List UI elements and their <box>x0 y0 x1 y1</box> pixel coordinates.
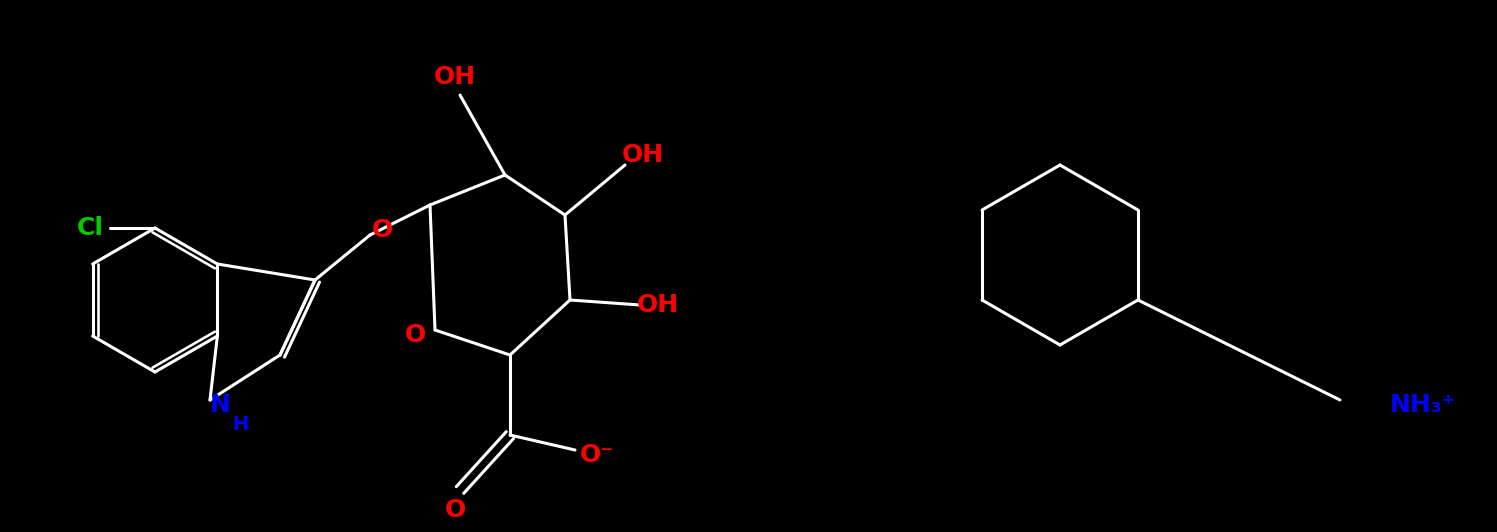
Text: OH: OH <box>621 143 665 167</box>
Text: OH: OH <box>636 293 680 317</box>
Text: OH: OH <box>434 65 476 89</box>
Text: N: N <box>210 393 231 417</box>
Text: H: H <box>232 415 249 435</box>
Text: Cl: Cl <box>76 216 103 240</box>
Text: O: O <box>371 218 392 242</box>
Text: NH₃⁺: NH₃⁺ <box>1391 393 1457 417</box>
Text: O: O <box>404 323 425 347</box>
Text: O: O <box>445 498 466 522</box>
Text: O⁻: O⁻ <box>579 443 614 467</box>
